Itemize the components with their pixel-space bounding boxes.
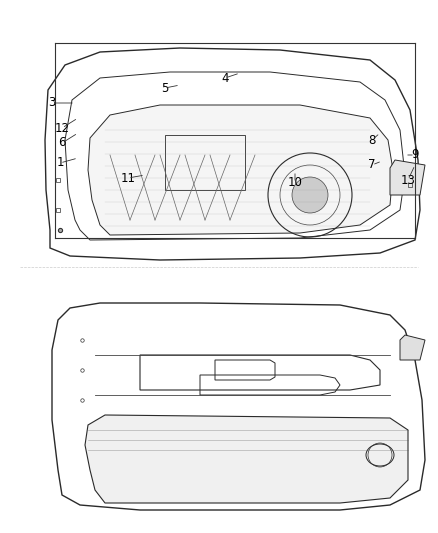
Text: 3: 3 [48,96,56,109]
Text: 9: 9 [411,149,419,161]
Text: 6: 6 [58,136,66,149]
Text: 8: 8 [368,133,376,147]
Circle shape [292,177,328,213]
Text: 1: 1 [56,157,64,169]
Polygon shape [390,160,425,195]
Text: 4: 4 [221,71,229,85]
Polygon shape [85,415,408,503]
Polygon shape [400,335,425,360]
Text: 5: 5 [161,82,169,94]
Text: 12: 12 [54,122,70,134]
Polygon shape [88,105,393,235]
Text: 13: 13 [401,174,415,187]
Text: 10: 10 [288,176,302,190]
Text: 7: 7 [368,158,376,172]
Text: 11: 11 [120,172,135,184]
Bar [165,135,245,190]
